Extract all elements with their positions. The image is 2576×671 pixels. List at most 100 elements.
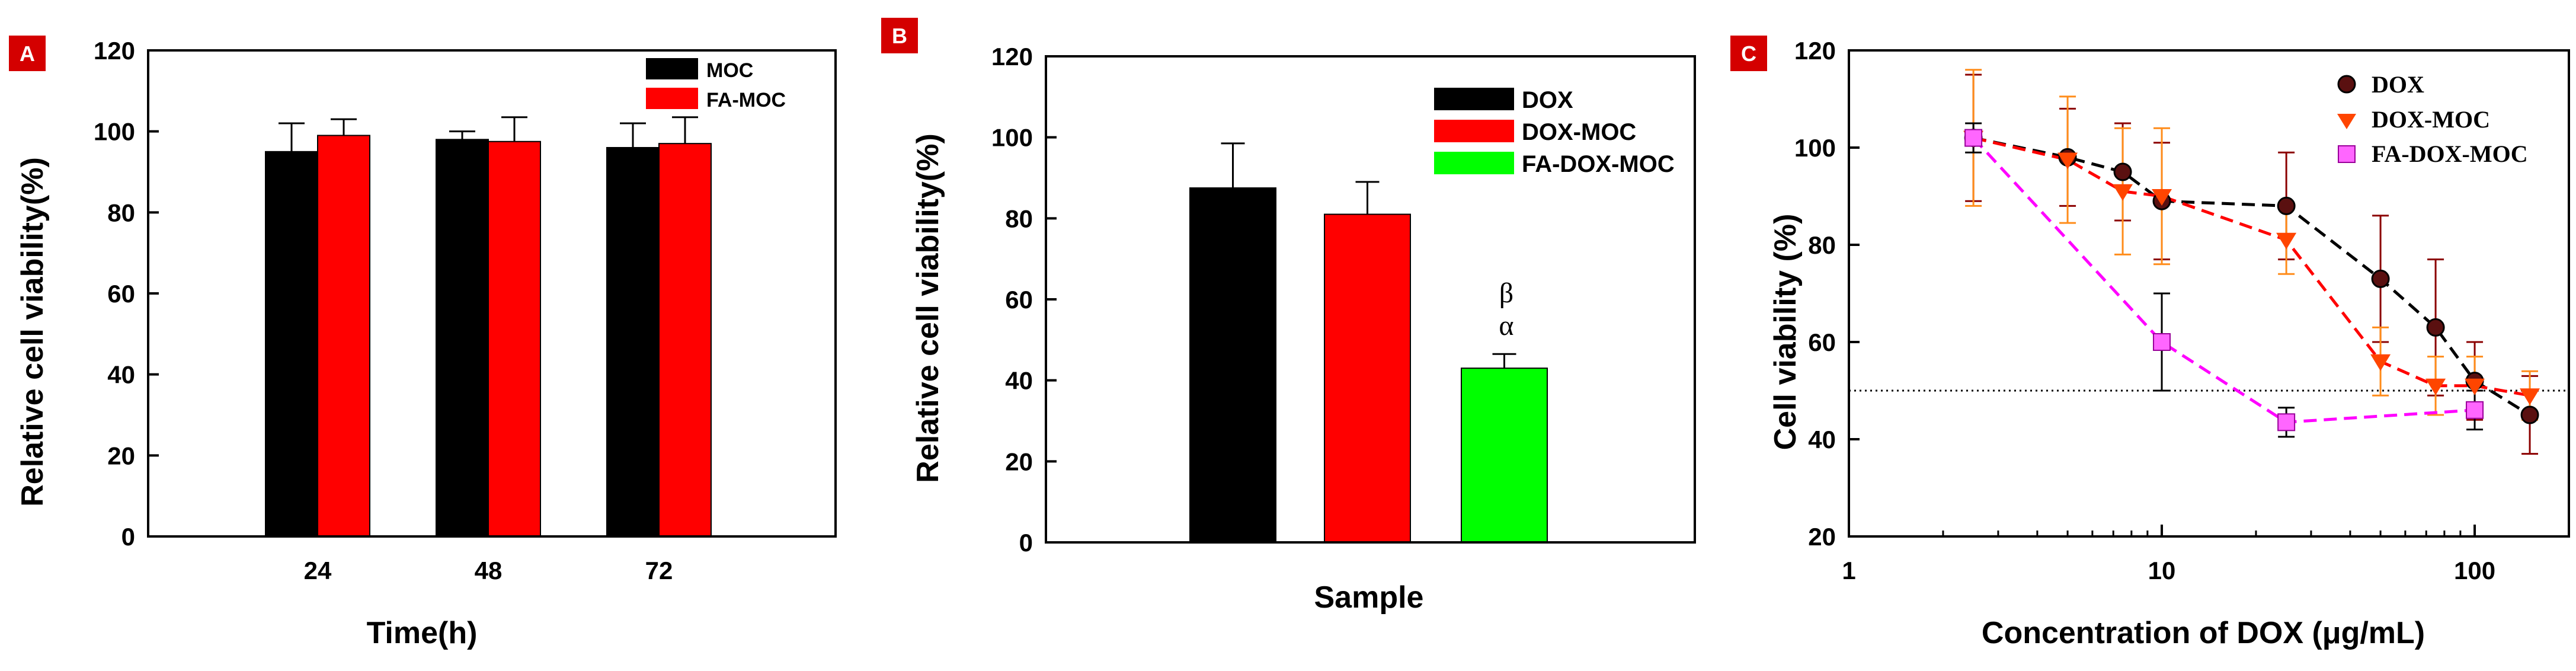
panel-a-badge-label: A [20, 41, 35, 66]
panel-a-bar-moc-48 [436, 139, 489, 538]
panel-c-marker-dox-moc-8 [2520, 388, 2540, 405]
panel-a-plot-frame [147, 49, 837, 538]
panel-c-y-tick-label-80: 80 [1808, 231, 1836, 259]
panel-b-y-tick-label-0: 0 [1019, 529, 1033, 557]
panel-a-y-tick-label-120: 120 [94, 37, 135, 65]
panel-c-line-dox-moc [1973, 136, 2530, 397]
panel-c-legend-label-fa-dox-moc: FA-DOX-MOC [2372, 140, 2528, 167]
panel-b-y-tick-label-80: 80 [1005, 205, 1033, 232]
panel-a-x-tick-label-48: 48 [475, 557, 503, 584]
panel-c-marker-fa-dox-moc-1 [2153, 333, 2171, 351]
panel-a-y-tick-label-60: 60 [107, 280, 135, 308]
panel-c-y-tick-label-20: 20 [1808, 523, 1836, 551]
panel-c-y-axis-title: Cell viability (%) [1768, 214, 1803, 450]
panel-b-bar-dox-moc [1324, 213, 1411, 543]
panel-a: A Relative cell viability(%) Time(h) 0 20… [9, 36, 837, 650]
panel-a-y-tick-label-40: 40 [107, 361, 135, 389]
panel-a-legend: MOC FA-MOC [646, 58, 786, 111]
panel-c-marker-dox-2 [2113, 162, 2132, 181]
panel-c-x-tick-label-10: 10 [2148, 557, 2176, 584]
panel-a-legend-swatch-moc [646, 58, 698, 79]
panel-c-line-fa-dox-moc [1972, 136, 2475, 424]
panel-b-legend-swatch-fa-dox-moc [1434, 152, 1514, 174]
panel-b-y-tick-label-100: 100 [991, 124, 1033, 152]
panel-a-bars [265, 116, 712, 538]
panel-c-marker-dox-moc-3 [2152, 189, 2172, 206]
panel-b-bar-fa-dox-moc [1461, 368, 1548, 544]
panel-b-y-tick-label-60: 60 [1005, 286, 1033, 314]
panel-a-y-tick-label-0: 0 [121, 523, 135, 551]
panel-c-y-tick-label-60: 60 [1808, 328, 1836, 356]
panel-c-marker-dox-4 [2277, 196, 2296, 215]
panel-b-x-axis-title: Sample [1314, 580, 1424, 615]
panel-a-badge [9, 36, 46, 71]
panel-c-y-ticks: 20 40 60 80 100 120 [1794, 37, 1860, 551]
panel-b-bar-dox [1189, 187, 1276, 544]
panel-b-badge [881, 18, 918, 53]
panel-a-x-tick-label-24: 24 [304, 557, 332, 584]
panel-a-legend-label-fa-moc: FA-MOC [706, 89, 786, 111]
panel-b-significance-beta: β [1499, 277, 1513, 309]
panel-c-marker-dox-6 [2426, 318, 2445, 337]
panel-b-badge-label: B [892, 24, 907, 48]
panel-b-legend: DOX DOX-MOC FA-DOX-MOC [1434, 87, 1675, 177]
panel-c-y-tick-label-100: 100 [1794, 134, 1836, 162]
panel-a-legend-label-moc: MOC [706, 59, 753, 82]
panel-c-legend-marker-dox [2337, 75, 2356, 94]
panel-b-legend-swatch-dox-moc [1434, 120, 1514, 142]
panel-c-legend: DOX DOX-MOC FA-DOX-MOC [2337, 71, 2528, 167]
panel-a-legend-swatch-fa-moc [646, 88, 698, 109]
panel-a-x-axis-title: Time(h) [367, 616, 478, 650]
panel-c-marker-dox-moc-6 [2425, 378, 2446, 395]
panel-a-x-tick-label-72: 72 [645, 557, 673, 584]
panel-c-series [1963, 69, 2540, 455]
panel-a-y-tick-label-100: 100 [94, 118, 135, 146]
panel-b: B Relative cell viability(%) Sample 0 20 4… [881, 18, 1696, 615]
panel-c-marker-fa-dox-moc-2 [2277, 413, 2296, 432]
panel-b-y-tick-label-40: 40 [1005, 367, 1033, 395]
panel-c-marker-dox-moc-1 [2057, 152, 2078, 170]
panel-c-badge-label: C [1741, 41, 1756, 66]
panel-c-marker-fa-dox-moc-0 [1964, 129, 1983, 147]
panel-b-plot-frame [1045, 55, 1696, 544]
panel-b-y-tick-label-120: 120 [991, 43, 1033, 71]
panel-b-bars [1189, 142, 1548, 544]
panel-b-y-ticks: 0 20 40 60 80 100 120 [991, 43, 1057, 557]
panel-a-bar-fa-moc-72 [658, 143, 712, 537]
panel-c-badge [1730, 36, 1767, 71]
panel-b-y-tick-label-20: 20 [1005, 448, 1033, 475]
panel-a-y-axis-title: Relative cell viability(%) [15, 157, 50, 507]
panel-c-y-tick-label-40: 40 [1808, 426, 1836, 453]
panel-c-plot-frame [1848, 49, 2570, 538]
panel-c-legend-marker-fa-dox-moc [2338, 145, 2356, 163]
panel-a-y-tick-label-20: 20 [107, 442, 135, 469]
panel-c-line-dox [1973, 136, 2531, 417]
panel-b-legend-label-fa-dox-moc: FA-DOX-MOC [1522, 151, 1675, 177]
panel-a-bar-fa-moc-24 [317, 135, 370, 537]
panel-a-bar-moc-72 [606, 147, 660, 537]
panel-a-y-tick-label-80: 80 [107, 199, 135, 226]
panel-b-legend-swatch-dox [1434, 88, 1514, 110]
panel-c-y-tick-label-120: 120 [1794, 37, 1836, 65]
panel-a-bar-fa-moc-48 [488, 140, 541, 537]
panel-b-legend-label-dox: DOX [1522, 87, 1573, 113]
panel-c-legend-label-dox-moc: DOX-MOC [2372, 106, 2490, 133]
panel-c-marker-dox-moc-5 [2370, 354, 2391, 371]
panel-c-x-tick-label-100: 100 [2454, 557, 2495, 584]
panel-c-marker-dox-moc-2 [2113, 184, 2133, 201]
panel-b-y-axis-title: Relative cell viability(%) [911, 133, 945, 483]
panel-b-legend-label-dox-moc: DOX-MOC [1522, 119, 1636, 145]
panel-b-significance-alpha: α [1499, 310, 1513, 341]
panel-c-marker-fa-dox-moc-3 [2466, 401, 2484, 419]
panel-c-marker-dox-moc-4 [2276, 232, 2297, 250]
panel-c-marker-dox-8 [2520, 405, 2539, 424]
panel-a-bar-moc-24 [265, 151, 318, 538]
panel-c: C Cell viability (%) Concentration of DO… [1730, 36, 2570, 650]
panel-a-y-ticks: 0 20 40 60 80 100 120 [94, 37, 159, 551]
panel-c-legend-marker-dox-moc [2337, 114, 2356, 129]
panel-c-marker-dox-moc-7 [2465, 378, 2485, 395]
panel-c-x-axis-title: Concentration of DOX (μg/mL) [1982, 616, 2425, 650]
panel-c-marker-dox-5 [2371, 269, 2390, 288]
panel-c-x-tick-label-1: 1 [1842, 557, 1855, 584]
